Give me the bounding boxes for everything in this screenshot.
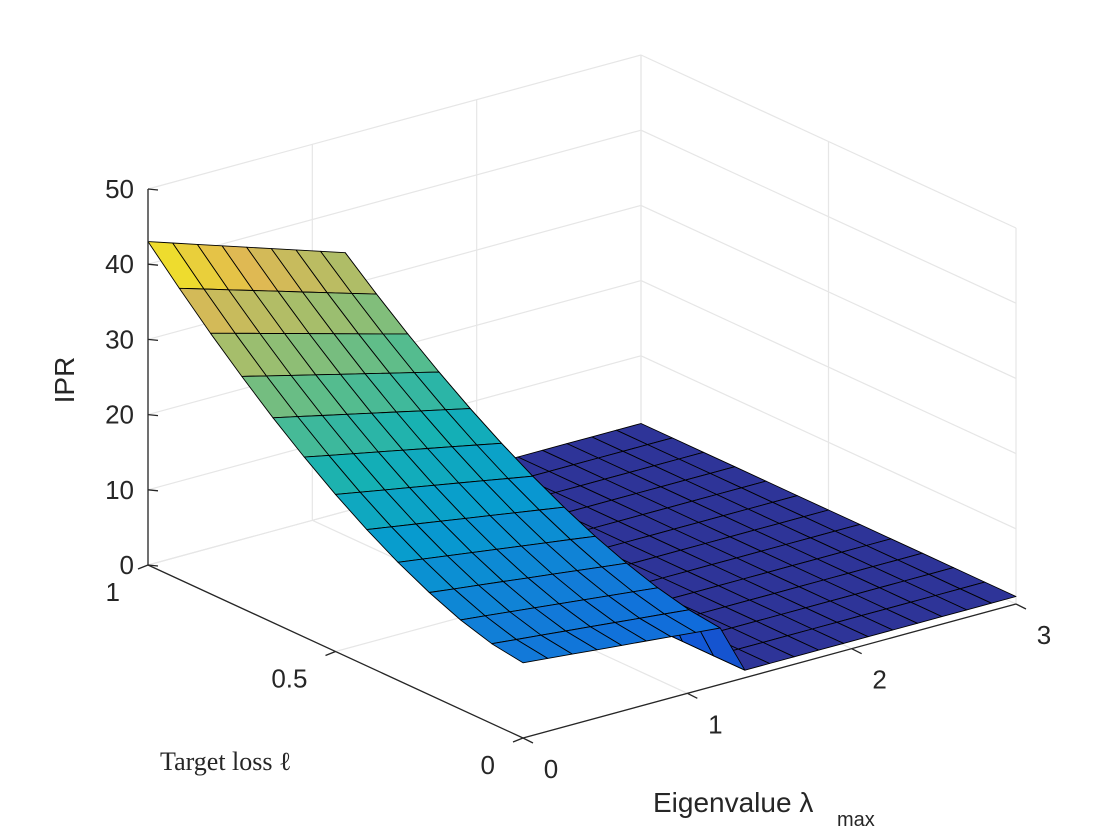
x-tick-label: 3 [1037,620,1051,650]
grid-line-sidewall-z [640,280,1017,455]
z-tick-label: 50 [105,174,134,204]
y-axis-label: Target loss ℓ [160,747,291,776]
z-tick-label: 40 [105,249,134,279]
x-tick [851,648,862,655]
z-tick [147,564,159,567]
z-tick [147,188,159,191]
y-tick [512,737,524,743]
x-axis-label-main: Eigenvalue λ [653,787,813,818]
z-tick-label: 30 [105,324,134,354]
x-axis-label: Eigenvalue λ max [653,787,875,831]
y-tick [137,564,149,570]
surface-patch [491,639,549,664]
z-tick [147,338,159,342]
x-axis-label-subscript: max [837,809,875,831]
y-tick-label: 0.5 [271,664,307,694]
surface-layer [147,241,1017,671]
z-tick [147,413,159,417]
z-tick [147,489,159,492]
x-axis-line [522,603,1017,739]
x-tick [522,737,534,744]
y-tick-label: 0 [481,750,495,780]
x-tick-label: 1 [708,709,722,739]
y-tick [325,650,336,657]
grid-line-backwall-z [147,54,642,190]
x-tick-label: 0 [544,754,558,784]
z-tick-label: 20 [105,400,134,430]
z-tick [147,263,159,266]
z-tick-label: 0 [120,550,134,580]
x-tick-label: 2 [872,665,886,695]
grid-line-backwall-z [147,129,642,265]
grid-line-sidewall-z [640,54,1017,229]
grid-line-sidewall-z [640,204,1017,379]
y-tick-label: 1 [106,577,120,607]
x-tick [1015,603,1027,610]
grid-line-sidewall-z [640,129,1017,304]
z-axis-label: IPR [49,357,80,404]
x-tick [687,692,698,699]
z-tick-label: 10 [105,475,134,505]
grid-line-sidewall-z [640,355,1017,530]
